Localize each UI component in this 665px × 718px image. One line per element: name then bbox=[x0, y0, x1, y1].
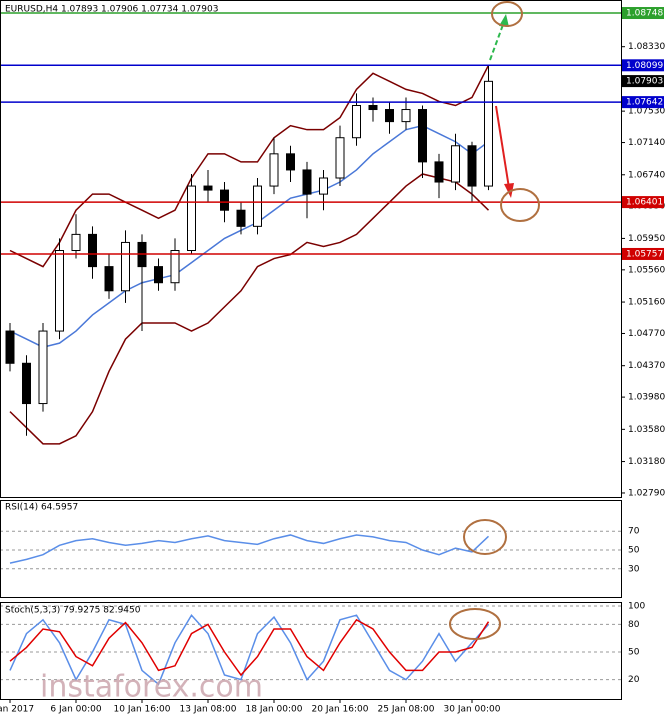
x-tick-label: 20 Jan 16:00 bbox=[312, 705, 369, 715]
y-tick-label: 1.03980 bbox=[628, 393, 665, 403]
y-tick-label: 20 bbox=[628, 675, 640, 685]
x-tick-label: 3 Jan 2017 bbox=[0, 705, 34, 715]
candle-body bbox=[319, 177, 328, 195]
rsi-title: RSI(14) 64.5957 bbox=[5, 503, 78, 513]
level-label-box bbox=[622, 196, 664, 209]
oscillator-line bbox=[9, 613, 490, 686]
candle-body bbox=[368, 105, 378, 111]
candle-body bbox=[71, 233, 81, 251]
y-tick-label: 1.07530 bbox=[628, 107, 665, 117]
y-tick-label: 1.04370 bbox=[628, 361, 665, 371]
oscillator-line bbox=[9, 534, 490, 564]
candle-body bbox=[121, 241, 130, 292]
candle-body bbox=[88, 233, 97, 268]
y-tick-label: 1.03580 bbox=[628, 425, 665, 435]
x-tick-label: 13 Jan 08:00 bbox=[180, 705, 237, 715]
down-arrow-head bbox=[504, 183, 514, 198]
candle-body bbox=[484, 80, 493, 187]
level-label-box bbox=[622, 247, 664, 260]
candle-body bbox=[220, 189, 229, 211]
annotations bbox=[449, 1, 540, 640]
candle-body bbox=[467, 145, 477, 187]
down-arrow bbox=[495, 105, 510, 189]
x-tick-label: 6 Jan 00:00 bbox=[50, 705, 102, 715]
y-tick-label: 30 bbox=[628, 564, 640, 574]
candle-body bbox=[104, 266, 114, 292]
chart-title: EURUSD,H4 1.07893 1.07906 1.07734 1.0790… bbox=[5, 5, 218, 15]
candle-body bbox=[302, 169, 312, 195]
target-circle bbox=[491, 1, 523, 27]
y-tick-label: 1.08330 bbox=[628, 42, 665, 52]
y-tick-label: 1.07140 bbox=[628, 138, 665, 148]
rsi-circle bbox=[463, 519, 507, 555]
indicator-line bbox=[9, 173, 490, 445]
candle-body bbox=[401, 109, 411, 123]
candle-body bbox=[154, 266, 163, 284]
level-label: 1.05757 bbox=[626, 249, 663, 259]
candle-body bbox=[55, 250, 64, 332]
x-tick-label: 10 Jan 16:00 bbox=[114, 705, 171, 715]
stoch-panel bbox=[0, 602, 622, 700]
candle-body bbox=[385, 109, 394, 123]
level-label: 1.07642 bbox=[626, 98, 663, 108]
y-tick-label: 1.05560 bbox=[628, 265, 665, 275]
candle-body bbox=[187, 185, 196, 251]
candle-body bbox=[170, 250, 180, 284]
candle-body bbox=[5, 330, 15, 364]
main-panel bbox=[0, 0, 622, 498]
level-label: 1.08099 bbox=[626, 61, 663, 71]
x-tick-label: 18 Jan 00:00 bbox=[246, 705, 303, 715]
y-tick-label: 80 bbox=[628, 620, 640, 630]
y-tick-label: 1.05950 bbox=[628, 234, 665, 244]
level-label-box bbox=[622, 96, 664, 109]
indicator-line bbox=[9, 124, 489, 348]
candle-body bbox=[253, 185, 262, 227]
x-tick-label: 25 Jan 08:00 bbox=[378, 705, 435, 715]
rsi-panel bbox=[0, 500, 622, 598]
candle-body bbox=[352, 105, 361, 139]
y-tick-label: 50 bbox=[628, 648, 640, 658]
candle-body bbox=[236, 209, 246, 227]
candle-body bbox=[203, 185, 213, 191]
last-price: 1.07903 bbox=[626, 77, 663, 87]
up-arrow-head bbox=[499, 14, 509, 27]
up-arrow bbox=[489, 21, 505, 61]
candle-body bbox=[38, 330, 48, 405]
y-tick-label: 1.04770 bbox=[628, 329, 665, 339]
y-tick-label: 1.05160 bbox=[628, 298, 665, 308]
y-tick-label: 50 bbox=[628, 546, 640, 556]
x-tick-label: 30 Jan 00:00 bbox=[444, 705, 501, 715]
candle-body bbox=[22, 362, 31, 405]
oscillator-line bbox=[9, 618, 490, 677]
y-tick-label: 100 bbox=[628, 602, 645, 612]
y-tick-label: 1.06740 bbox=[628, 170, 665, 180]
candle-body bbox=[418, 109, 427, 163]
candle-body bbox=[451, 145, 460, 183]
level-label-box bbox=[622, 7, 664, 20]
last-price-box bbox=[622, 75, 664, 88]
y-tick-label: 1.02790 bbox=[628, 488, 665, 498]
y-tick-label: 70 bbox=[628, 527, 640, 537]
level-label-box bbox=[622, 59, 664, 72]
stoch-circle bbox=[449, 608, 501, 640]
level-label: 1.08748 bbox=[626, 9, 663, 19]
candle-body bbox=[269, 153, 279, 187]
target-circle bbox=[500, 188, 540, 222]
candle-body bbox=[434, 161, 444, 183]
watermark: instaforex.com bbox=[40, 670, 263, 705]
candle-body bbox=[335, 137, 345, 179]
stoch-title: Stoch(5,3,3) 79.9275 82.9450 bbox=[5, 606, 141, 616]
y-tick-label: 1.03180 bbox=[628, 457, 665, 467]
level-label: 1.06401 bbox=[626, 198, 663, 208]
candle-body bbox=[286, 153, 295, 171]
indicator-line bbox=[9, 64, 490, 268]
